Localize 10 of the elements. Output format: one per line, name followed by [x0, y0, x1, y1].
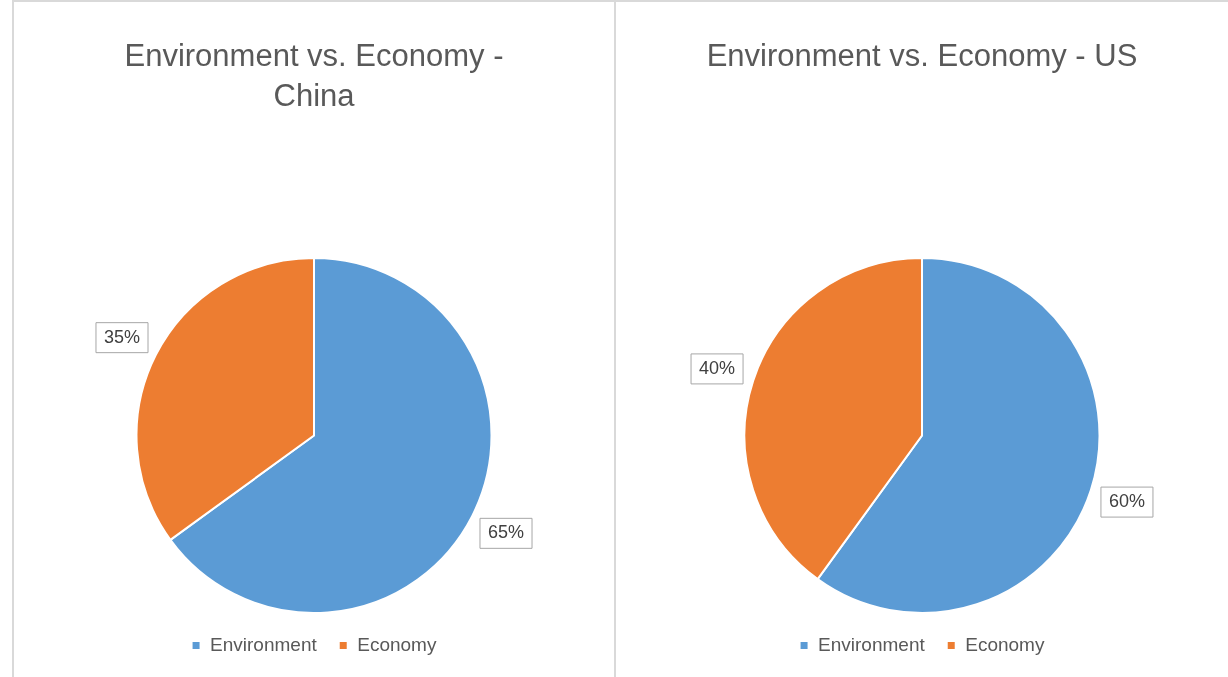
- data-label: 60%: [1108, 491, 1145, 512]
- chart-title: Environment vs. Economy - China: [123, 37, 505, 116]
- legend-label: Environment: [210, 633, 318, 655]
- data-label: 65%: [488, 521, 525, 542]
- legend-label: Economy: [357, 633, 437, 655]
- legend-label: Economy: [965, 634, 1045, 656]
- data-label: 40%: [699, 358, 736, 379]
- data-label: 35%: [103, 326, 140, 347]
- legend-label: Environment: [818, 634, 926, 656]
- chart-title: Environment vs. Economy - US: [705, 37, 1139, 75]
